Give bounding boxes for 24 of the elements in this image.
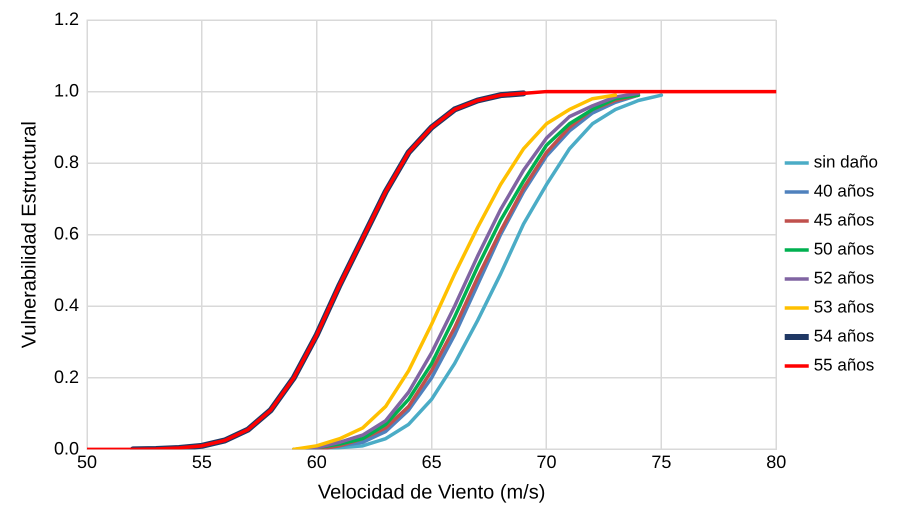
y-tick-label: 0.8 <box>54 152 80 172</box>
y-tick-label: 0.4 <box>54 295 80 316</box>
x-tick-label: 55 <box>192 452 212 472</box>
legend-label: 53 años <box>814 298 874 317</box>
x-axis-title: Velocidad de Viento (m/s) <box>318 482 546 504</box>
x-tick-label: 65 <box>422 452 442 472</box>
y-axis-title: Vulnerabilidad Estructural <box>18 121 41 348</box>
x-tick-label: 80 <box>766 452 786 472</box>
x-tick-label: 75 <box>651 452 672 472</box>
y-tick-label: 1.0 <box>54 80 80 101</box>
x-tick-label: 60 <box>306 452 327 472</box>
legend-label: 54 años <box>814 326 874 346</box>
legend-label: sin daño <box>814 152 878 172</box>
y-tick-label: 0.6 <box>54 224 80 244</box>
legend-label: 55 años <box>814 356 874 375</box>
legend-label: 50 años <box>814 240 874 259</box>
y-tick-label: 1.2 <box>54 8 80 29</box>
y-tick-label: 0.2 <box>54 366 80 387</box>
legend-label: 45 años <box>814 210 874 230</box>
legend-label: 52 años <box>814 268 874 288</box>
x-tick-label: 70 <box>536 452 557 472</box>
legend-label: 40 años <box>814 182 874 201</box>
y-tick-label: 0.0 <box>54 438 80 458</box>
x-tick-label: 50 <box>77 452 98 472</box>
